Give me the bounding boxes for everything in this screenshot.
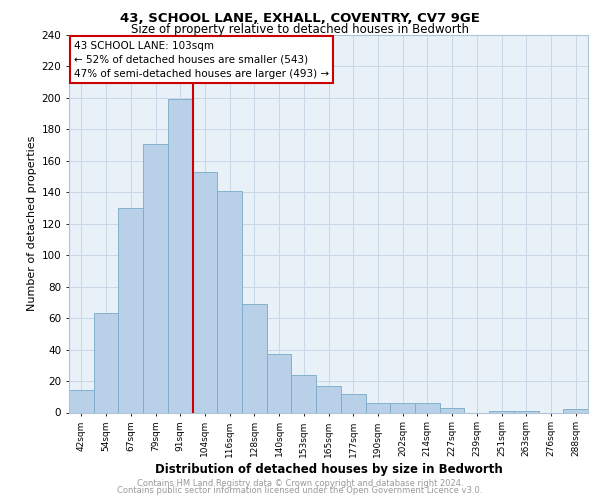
- Bar: [440, 408, 464, 412]
- Text: Size of property relative to detached houses in Bedworth: Size of property relative to detached ho…: [131, 22, 469, 36]
- Bar: [217, 190, 242, 412]
- Bar: [563, 410, 588, 412]
- Text: Contains public sector information licensed under the Open Government Licence v3: Contains public sector information licen…: [118, 486, 482, 495]
- Bar: [341, 394, 365, 412]
- Bar: [242, 304, 267, 412]
- Bar: [365, 403, 390, 412]
- Bar: [489, 411, 514, 412]
- Y-axis label: Number of detached properties: Number of detached properties: [28, 136, 37, 312]
- Bar: [118, 208, 143, 412]
- Bar: [94, 314, 118, 412]
- Bar: [267, 354, 292, 412]
- X-axis label: Distribution of detached houses by size in Bedworth: Distribution of detached houses by size …: [155, 464, 502, 476]
- Bar: [514, 411, 539, 412]
- Text: Contains HM Land Registry data © Crown copyright and database right 2024.: Contains HM Land Registry data © Crown c…: [137, 478, 463, 488]
- Text: 43, SCHOOL LANE, EXHALL, COVENTRY, CV7 9GE: 43, SCHOOL LANE, EXHALL, COVENTRY, CV7 9…: [120, 12, 480, 26]
- Bar: [292, 375, 316, 412]
- Bar: [316, 386, 341, 412]
- Bar: [415, 403, 440, 412]
- Bar: [143, 144, 168, 412]
- Bar: [69, 390, 94, 412]
- Bar: [390, 403, 415, 412]
- Bar: [168, 100, 193, 412]
- Bar: [193, 172, 217, 412]
- Text: 43 SCHOOL LANE: 103sqm
← 52% of detached houses are smaller (543)
47% of semi-de: 43 SCHOOL LANE: 103sqm ← 52% of detached…: [74, 40, 329, 78]
